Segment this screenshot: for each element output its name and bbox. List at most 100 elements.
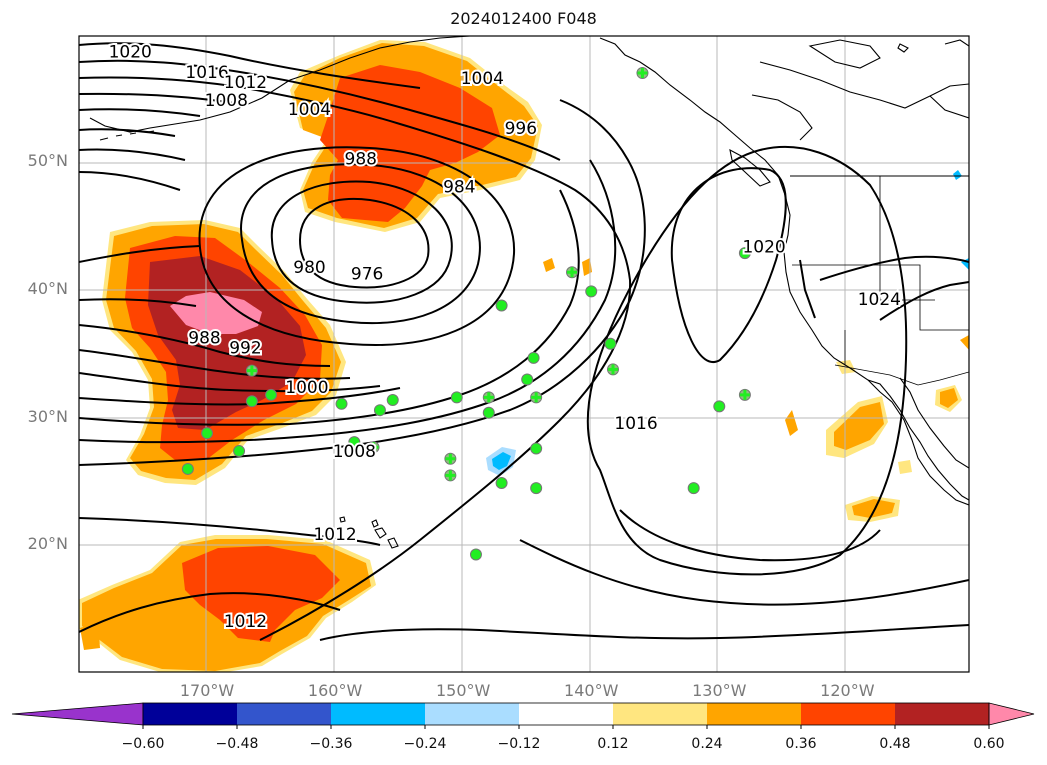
contour-label: 980 bbox=[293, 258, 325, 278]
station-circle bbox=[386, 393, 399, 406]
station-markers bbox=[181, 67, 751, 561]
contour-980 bbox=[270, 180, 453, 304]
colorbar-tick-label: 0.60 bbox=[973, 736, 1005, 752]
station-plus bbox=[607, 363, 619, 376]
contour-label: 1012 bbox=[224, 73, 267, 93]
map-frame bbox=[78, 35, 970, 673]
contour-label: 1008 bbox=[205, 91, 248, 111]
colorbar-segment bbox=[143, 703, 238, 725]
contour-976 bbox=[298, 198, 430, 289]
station-plus bbox=[738, 388, 751, 401]
station-circle bbox=[713, 400, 726, 413]
station-circle bbox=[687, 482, 700, 495]
station-circle bbox=[335, 397, 348, 410]
station-circle bbox=[201, 427, 214, 440]
contour-label: 1012 bbox=[313, 525, 356, 545]
colorbar-tick-label: −0.48 bbox=[215, 736, 259, 752]
contour-label: 1020 bbox=[109, 42, 152, 62]
contour-label: 988 bbox=[188, 328, 220, 348]
contour-label: 1004 bbox=[288, 100, 331, 120]
contour-label: 996 bbox=[505, 119, 537, 139]
station-circle bbox=[373, 404, 386, 417]
station-circle bbox=[604, 337, 617, 350]
shade-central-l5 bbox=[170, 292, 262, 334]
contour-984 bbox=[240, 163, 481, 325]
lat-label: 50°N bbox=[27, 151, 68, 171]
colorbar-segment bbox=[801, 703, 896, 725]
colorbar-tick-label: 0.48 bbox=[879, 736, 911, 752]
lat-label: 20°N bbox=[27, 534, 68, 554]
colorbar-tick-label: 0.36 bbox=[785, 736, 817, 752]
contour-1016-high bbox=[586, 146, 908, 576]
colorbar-segment bbox=[895, 703, 990, 725]
station-plus bbox=[636, 67, 649, 80]
lon-label: 140°W bbox=[564, 681, 619, 700]
station-plus bbox=[444, 452, 457, 465]
colorbar-tick-label: −0.24 bbox=[403, 736, 447, 752]
station-circle bbox=[233, 445, 246, 458]
contour-label: 1000 bbox=[285, 378, 328, 398]
colorbar-tick-label: 0.24 bbox=[691, 736, 723, 752]
station-plus bbox=[530, 391, 543, 404]
lon-label: 150°W bbox=[435, 681, 491, 700]
station-circle bbox=[521, 373, 534, 386]
station-circle bbox=[482, 406, 495, 419]
station-plus bbox=[245, 364, 258, 377]
colorbar-tick-label: 0.12 bbox=[597, 736, 629, 752]
station-circle bbox=[245, 395, 258, 408]
contour-1020-high bbox=[670, 167, 787, 363]
station-circle bbox=[181, 462, 194, 475]
station-circle bbox=[495, 299, 508, 312]
station-circle bbox=[348, 436, 361, 449]
pressure-contours bbox=[79, 42, 969, 641]
lon-label: 120°W bbox=[820, 681, 875, 700]
colorbar-segment bbox=[425, 703, 520, 725]
lat-label: 30°N bbox=[27, 406, 68, 426]
colorbar-tick-label: −0.60 bbox=[121, 736, 165, 752]
graticule bbox=[79, 36, 969, 672]
lon-label: 130°W bbox=[692, 681, 747, 700]
lat-label: 40°N bbox=[27, 278, 68, 298]
colorbar bbox=[11, 702, 1035, 729]
station-circle bbox=[469, 548, 482, 561]
station-plus bbox=[367, 441, 380, 454]
colorbar-extend-low bbox=[11, 702, 144, 726]
shade-negative-l2 bbox=[492, 452, 511, 470]
colorbar-segment bbox=[237, 703, 332, 725]
lon-label: 170°W bbox=[179, 681, 235, 700]
colorbar-segment bbox=[613, 703, 708, 725]
station-circle bbox=[585, 285, 598, 298]
station-plus bbox=[482, 391, 495, 404]
station-circle bbox=[738, 247, 751, 260]
colorbar-segment bbox=[331, 703, 426, 725]
shade-gulf-l3 bbox=[320, 65, 500, 222]
contour-label: 1016 bbox=[614, 414, 657, 434]
contour-label: 1016 bbox=[185, 63, 228, 83]
station-circle bbox=[450, 391, 463, 404]
colorbar-tick-label: −0.36 bbox=[309, 736, 353, 752]
contour-label: 976 bbox=[351, 265, 383, 285]
contour-label: 984 bbox=[443, 178, 475, 198]
colorbar-extend-high bbox=[988, 702, 1035, 726]
contour-label: 1008 bbox=[333, 442, 376, 462]
station-circle bbox=[265, 388, 278, 401]
station-plus bbox=[444, 469, 457, 482]
contour-label: 1004 bbox=[461, 69, 504, 89]
colorbar-segment bbox=[707, 703, 802, 725]
map-title: 2024012400 F048 bbox=[450, 9, 597, 28]
station-circle bbox=[530, 482, 543, 495]
station-circle bbox=[530, 442, 543, 455]
contour-label: 992 bbox=[229, 339, 261, 359]
contour-label: 1020 bbox=[742, 238, 785, 258]
contour-label: 1024 bbox=[858, 290, 901, 310]
station-circle bbox=[527, 351, 540, 364]
colorbar-segment bbox=[519, 703, 614, 725]
contour-988 bbox=[198, 146, 515, 346]
colorbar-tick-label: −0.12 bbox=[497, 736, 541, 752]
station-circle bbox=[495, 476, 508, 489]
contour-label: 1012 bbox=[224, 612, 267, 632]
lon-label: 160°W bbox=[307, 681, 363, 700]
contour-label: 988 bbox=[345, 150, 377, 170]
